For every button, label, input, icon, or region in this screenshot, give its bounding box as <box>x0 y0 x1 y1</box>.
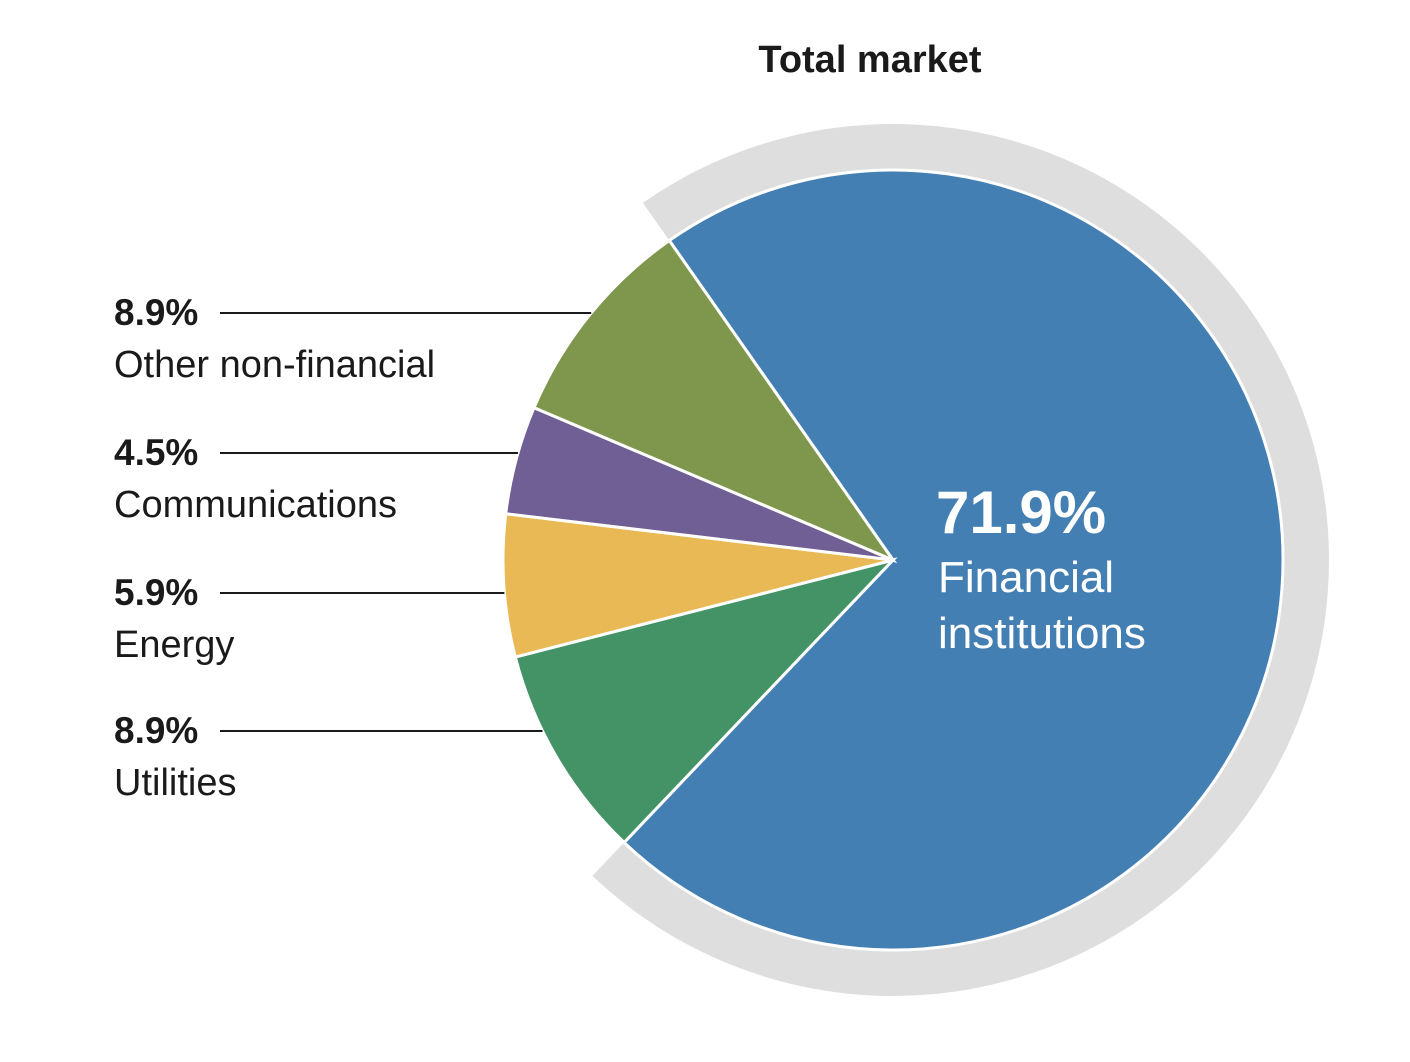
pie-slice <box>532 238 898 564</box>
pie-slice <box>513 557 898 845</box>
slices <box>501 168 1285 952</box>
category-label: Energy <box>114 624 234 666</box>
value-label: 71.9% <box>936 479 1106 546</box>
category-label: Financial institutions <box>938 553 1146 658</box>
value-label: 5.9% <box>114 572 198 613</box>
value-label: 4.5% <box>114 432 198 473</box>
value-label: 8.9% <box>114 710 198 751</box>
category-label: Other non-financial <box>114 344 435 386</box>
chart-title: Total market <box>758 39 981 81</box>
category-label: Utilities <box>114 762 236 804</box>
category-label: Communications <box>114 484 397 526</box>
labels: 71.9% Financial institutions 8.9% Utilities 5… <box>114 292 1146 804</box>
pie-slice <box>622 168 1285 952</box>
value-label: 8.9% <box>114 292 198 333</box>
